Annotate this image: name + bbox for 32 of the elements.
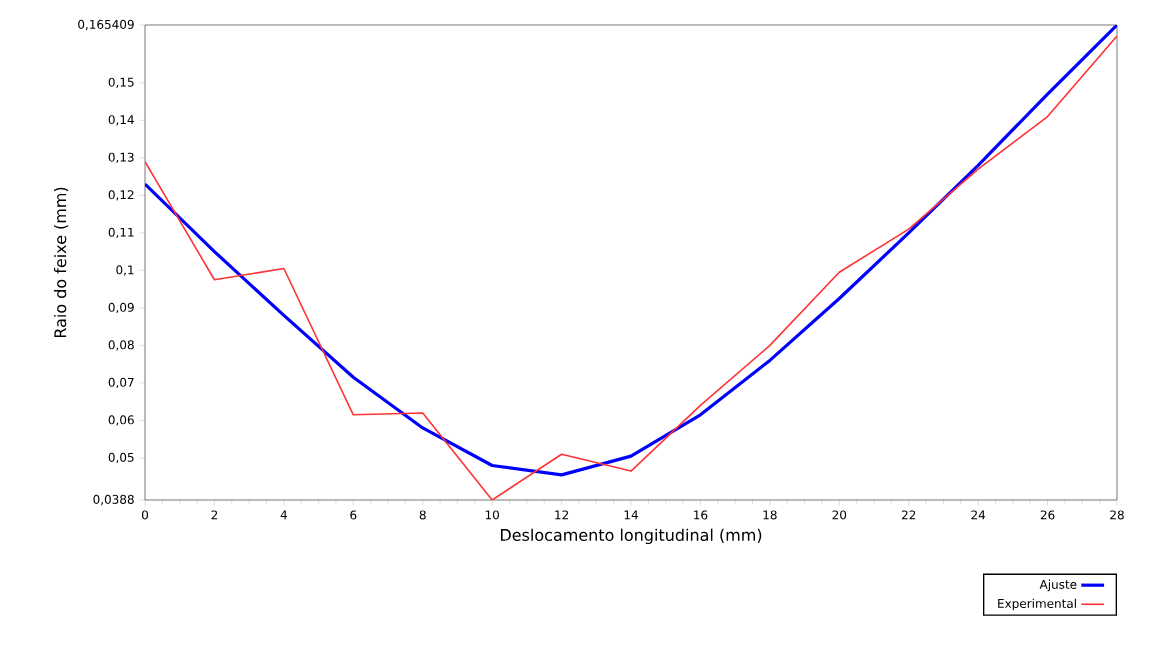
x-tick-label: 26 — [1040, 510, 1055, 520]
x-tick-label: 0 — [141, 510, 149, 520]
x-tick-label: 16 — [694, 510, 708, 520]
x-tick-label: 22 — [901, 510, 916, 520]
y-tick-label: 0,06 — [108, 415, 134, 426]
y-tick-label: 0,13 — [108, 152, 134, 163]
x-tick-label: 2 — [211, 510, 218, 520]
y-tick-label: 0,09 — [108, 302, 134, 314]
y-tick-label: 0,11 — [108, 227, 134, 239]
y-tick-label: 0,08 — [108, 340, 134, 351]
x-tick-label: 10 — [485, 510, 499, 520]
y-tick-label: 0,165409 — [78, 19, 134, 31]
y-tick-label: 0,0388 — [93, 494, 134, 506]
y-axis-title: Raio do feixe (mm) — [53, 187, 69, 338]
x-tick-label: 6 — [350, 510, 357, 520]
y-tick-label: 0,05 — [108, 452, 134, 464]
x-tick-label: 14 — [624, 510, 638, 520]
x-tick-label: 20 — [832, 510, 847, 520]
y-tick-label: 0,15 — [108, 77, 134, 88]
legend-label: Ajuste — [1039, 579, 1077, 592]
legend-label: Experimental — [998, 598, 1076, 611]
x-tick-label: 18 — [763, 510, 777, 520]
x-tick-label: 24 — [971, 510, 986, 520]
y-tick-label: 0,1 — [116, 265, 134, 276]
x-axis-title: Deslocamento longitudinal (mm) — [500, 528, 762, 545]
y-tick-label: 0,14 — [108, 115, 134, 126]
y-tick-label: 0,07 — [108, 377, 134, 389]
y-tick-label: 0,12 — [108, 190, 134, 201]
x-tick-label: 8 — [419, 510, 426, 520]
x-tick-label: 4 — [280, 510, 288, 520]
x-tick-label: 28 — [1110, 510, 1124, 520]
x-tick-label: 12 — [555, 510, 569, 520]
